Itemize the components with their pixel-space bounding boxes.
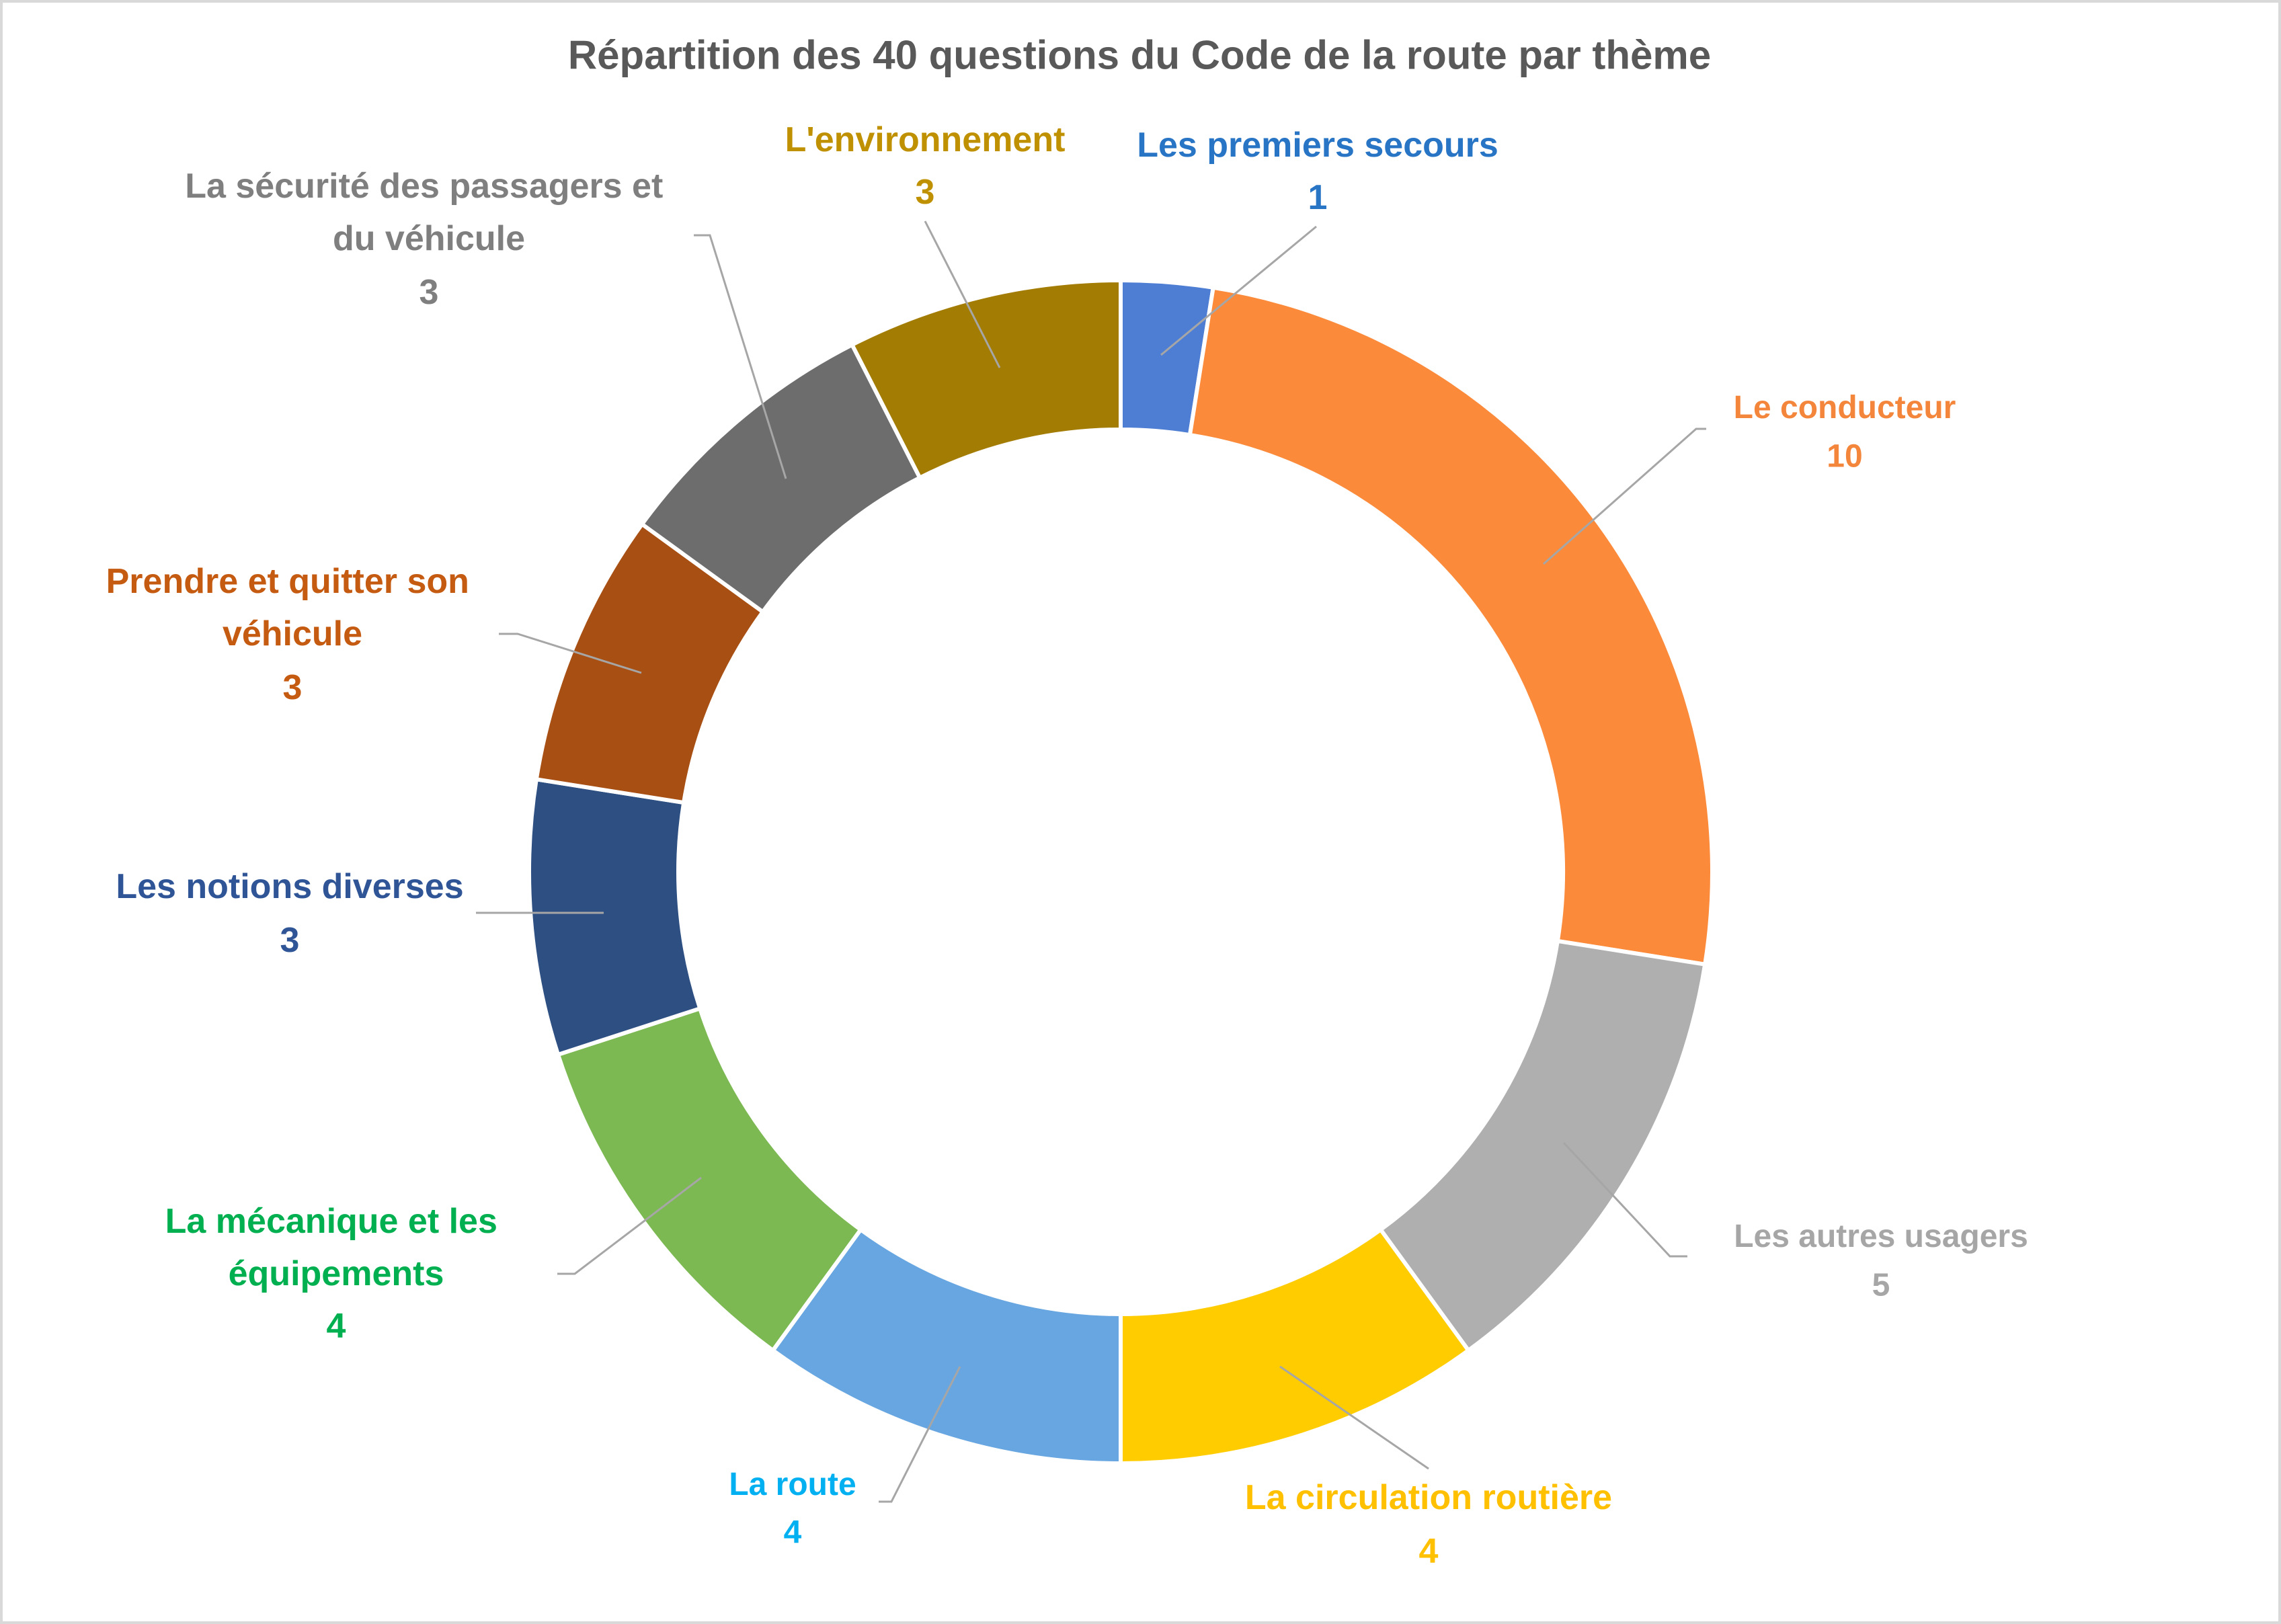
data-value-les-premiers-secours: 1 (1308, 178, 1328, 217)
chart-title: Répartition des 40 questions du Code de … (568, 33, 1711, 78)
leader-line-les-autres-usagers (1562, 1141, 1687, 1258)
data-value-la-securite-des-passagers-et-du-vehicule: 3 (419, 273, 439, 312)
data-label-la-securite-des-passagers-et-du-vehicule: La sécurité des passagers et du véhicule (185, 167, 673, 258)
data-labels: Les premiers secours 1 Le conducteur 10 Les … (106, 120, 2028, 1571)
leader-line-l-environnement (924, 220, 1001, 368)
slice-les-notions-diverses (527, 777, 703, 1057)
data-label-les-notions-diverses: Les notions diverses (116, 867, 463, 906)
slice-l-environnement (850, 278, 1123, 480)
slice-le-conducteur (1187, 285, 1714, 967)
leader-line-la-circulation-routiere (1279, 1365, 1429, 1470)
data-label-prendre-et-quitter-son-vehicule: Prendre et quitter son véhicule (106, 562, 479, 653)
data-label-la-circulation-routiere: La circulation routière (1245, 1478, 1612, 1517)
data-label-la-route: La route (729, 1467, 856, 1502)
data-label-le-conducteur: Le conducteur (1734, 390, 1956, 425)
data-value-les-notions-diverses: 3 (280, 921, 300, 960)
data-value-prendre-et-quitter-son-vehicule: 3 (283, 668, 303, 707)
data-value-l-environnement: 3 (916, 173, 935, 212)
data-label-les-premiers-secours: Les premiers secours (1137, 126, 1498, 165)
data-label-l-environnement: L'environnement (785, 120, 1066, 159)
data-value-le-conducteur: 10 (1827, 439, 1862, 475)
leader-line-les-premiers-secours (1160, 225, 1317, 356)
data-value-la-route: 4 (784, 1515, 802, 1551)
data-value-la-mecanique-et-les-equipements: 4 (327, 1307, 346, 1346)
data-value-les-autres-usagers: 5 (1872, 1268, 1890, 1303)
data-value-la-circulation-routiere: 4 (1419, 1532, 1439, 1571)
donut-slices (527, 278, 1714, 1465)
leader-line-la-securite-des-passagers-et-du-vehicule (694, 234, 787, 479)
data-label-les-autres-usagers: Les autres usagers (1734, 1219, 2028, 1254)
leader-line-la-mecanique-et-les-equipements (557, 1176, 702, 1275)
leader-lines (476, 220, 1706, 1503)
leader-line-la-route (879, 1366, 961, 1503)
leader-line-prendre-et-quitter-son-vehicule (499, 633, 642, 674)
leader-line-le-conducteur (1543, 428, 1706, 565)
data-label-la-mecanique-et-les-equipements: La mécanique et les équipements (165, 1202, 508, 1293)
